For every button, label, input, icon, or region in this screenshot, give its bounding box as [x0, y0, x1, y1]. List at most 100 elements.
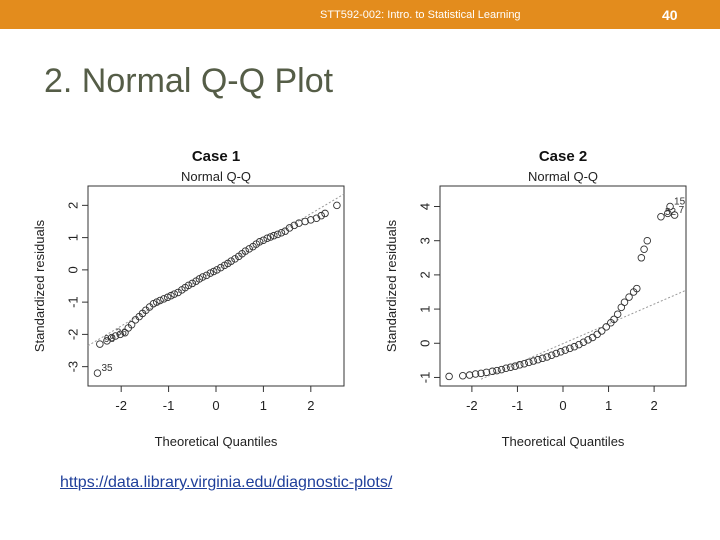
point-label: 7	[679, 205, 685, 216]
data-point	[534, 355, 542, 364]
data-point	[202, 271, 211, 280]
data-point	[255, 238, 264, 246]
y-tick-label: 1	[417, 305, 432, 312]
x-tick-label: 0	[559, 398, 566, 413]
data-point	[488, 367, 497, 376]
y-tick-label: -2	[65, 329, 80, 341]
data-point	[511, 362, 519, 370]
data-point	[231, 255, 239, 263]
data-point	[506, 363, 515, 371]
data-point	[184, 281, 193, 290]
y-tick-label: 1	[65, 234, 80, 241]
data-point	[445, 372, 453, 381]
data-point	[613, 310, 622, 318]
plot-frame	[87, 185, 345, 387]
point-label: 15	[674, 197, 686, 208]
data-point	[188, 279, 197, 288]
y-tick-label: 3	[417, 237, 432, 244]
case-2-qq-plot: Case 2 Normal Q-Q -2 -1 0 1 2 -1 0 1 2 3 4 Theoretica…	[384, 148, 687, 449]
data-point	[515, 361, 524, 369]
data-point	[333, 201, 341, 210]
x-tick-label: -1	[163, 398, 175, 413]
plot-title: Case 1	[192, 148, 240, 165]
data-point	[579, 338, 588, 346]
data-point	[465, 371, 474, 379]
data-point	[584, 336, 592, 344]
data-point	[241, 247, 250, 255]
data-point	[566, 344, 574, 353]
data-point	[538, 354, 547, 363]
data-point	[520, 360, 529, 368]
x-tick-label: 1	[605, 398, 612, 413]
y-tick-label: -1	[65, 296, 80, 308]
data-point	[213, 266, 221, 274]
data-point	[273, 230, 282, 239]
data-point	[107, 333, 116, 342]
data-point	[482, 368, 491, 377]
data-point	[471, 370, 480, 378]
data-point	[664, 209, 672, 218]
data-point	[633, 284, 641, 293]
data-point	[266, 233, 275, 241]
y-tick-label: 2	[65, 202, 80, 209]
data-point	[640, 245, 648, 253]
y-axis-label: Standardized residuals	[32, 219, 47, 352]
reference-line	[87, 193, 345, 347]
data-point	[127, 320, 136, 329]
data-point	[259, 236, 268, 244]
data-point	[160, 295, 168, 303]
point-label: 35	[101, 363, 113, 374]
x-tick-label: -1	[512, 398, 524, 413]
y-tick-label: -1	[417, 372, 432, 384]
data-point	[575, 340, 583, 349]
data-point	[529, 357, 538, 365]
data-point	[493, 366, 501, 375]
data-point	[270, 231, 278, 240]
data-point	[170, 290, 179, 298]
data-point	[502, 364, 510, 372]
slide-title: 2. Normal Q-Q Plot	[44, 62, 334, 100]
data-point	[602, 323, 611, 331]
point-label: 98	[104, 334, 116, 345]
y-tick-label: 0	[65, 266, 80, 273]
data-point	[670, 211, 679, 219]
data-point	[312, 214, 321, 223]
data-point	[93, 369, 102, 377]
source-link[interactable]: https://data.library.virginia.edu/diagno…	[60, 474, 393, 491]
data-point	[301, 217, 309, 226]
data-point	[459, 371, 467, 380]
y-tick-label: 2	[417, 271, 432, 278]
x-tick-label: 1	[260, 398, 267, 413]
data-point	[556, 348, 565, 356]
data-point	[321, 209, 329, 218]
data-point	[263, 234, 271, 243]
page-number: 40	[662, 7, 678, 23]
data-point	[593, 330, 601, 339]
x-axis-label: Theoretical Quantiles	[502, 434, 625, 449]
data-point	[317, 211, 325, 220]
point-label: 52	[665, 207, 677, 218]
data-point	[245, 245, 253, 253]
data-point	[477, 369, 485, 378]
data-point	[174, 288, 182, 297]
data-point	[216, 263, 225, 272]
data-point	[561, 346, 570, 354]
point-label: 36	[116, 328, 128, 339]
data-point	[620, 298, 629, 306]
x-tick-label: 0	[212, 398, 219, 413]
data-point	[597, 327, 606, 335]
x-tick-label: -2	[466, 398, 478, 413]
y-tick-label: 4	[417, 203, 432, 210]
y-tick-label: 0	[417, 340, 432, 347]
data-point	[610, 315, 618, 324]
data-point	[525, 358, 533, 367]
data-point	[543, 353, 551, 361]
x-tick-label: 2	[307, 398, 314, 413]
data-point	[637, 254, 646, 262]
data-point	[290, 221, 298, 230]
header-bar: STT592-002: Intro. to Statistical Learni…	[0, 0, 720, 29]
plot-subtitle: Normal Q-Q	[528, 169, 598, 184]
data-point	[307, 216, 315, 224]
qq-plots-figure: Case 1 Normal Q-Q -2 -1 0 1 2 -3 -2 -1 0 1 2 Theoreti…	[32, 148, 687, 449]
data-point	[198, 273, 207, 281]
